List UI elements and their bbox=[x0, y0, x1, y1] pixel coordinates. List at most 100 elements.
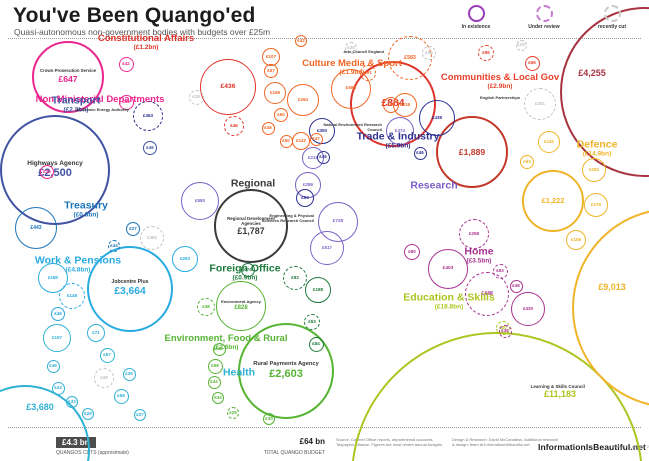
quango-value: £28 bbox=[84, 411, 92, 417]
quango-value: £218 bbox=[399, 102, 410, 108]
quango-bubble: £38 bbox=[94, 368, 114, 388]
quango-value: £46 bbox=[264, 125, 272, 131]
quango-value: £38 bbox=[501, 328, 509, 334]
quango-bubble: £46 bbox=[143, 141, 157, 155]
quango-value: £27 bbox=[136, 412, 144, 418]
department-title-defence: Defence (£14.9bn) bbox=[576, 138, 618, 158]
quango-value: £593 bbox=[194, 198, 206, 204]
quango-value: £438 bbox=[431, 115, 442, 121]
quango-name: English Partnerships bbox=[479, 95, 520, 100]
recently-cut-circle-icon bbox=[603, 5, 621, 22]
quango-bubble: £27 bbox=[134, 409, 146, 421]
department-title-foreign-office: Foreign Office (£0.9bn) bbox=[209, 262, 281, 282]
department-title-education-skills: Education & Skills (£18.8bn) bbox=[403, 291, 495, 311]
total-budget-value: £64 bn bbox=[299, 437, 325, 446]
quango-bubble: £53 bbox=[304, 314, 320, 330]
quango-value: £517 bbox=[321, 245, 332, 251]
department-title-trade-industry: Trade & Industry (£5.9bn) bbox=[356, 130, 440, 150]
quango-bubble: £28 bbox=[82, 408, 94, 420]
quango-value: £33 bbox=[68, 399, 76, 405]
quango-bubble: £278 bbox=[584, 193, 608, 217]
quango-bubble: £46 bbox=[46, 359, 60, 373]
quango-value: £84 bbox=[312, 341, 320, 347]
quango-value: £44 bbox=[110, 243, 118, 249]
quango-bubble: £281 bbox=[524, 88, 556, 120]
quango-name: UK Atomic Energy Authority bbox=[75, 107, 129, 112]
quango-value: £281 bbox=[534, 101, 545, 107]
quango-bubble: £38 bbox=[188, 89, 204, 105]
quango-name: Engineering & Physical Sciences Research… bbox=[261, 213, 314, 223]
quango-value: £2,603 bbox=[269, 367, 303, 380]
quango-bubble: £443 bbox=[15, 207, 57, 249]
quango-bubble: £44 bbox=[108, 240, 120, 252]
quango-bubble: £25 bbox=[227, 407, 239, 419]
quango-bubble: £29 bbox=[515, 39, 527, 51]
quango-bubble: £63 bbox=[520, 155, 534, 169]
quango-value: £107 bbox=[265, 54, 276, 60]
quango-bubble: £44 bbox=[207, 375, 221, 389]
quango-bubble: £93 bbox=[283, 266, 307, 290]
quango-bubble: £430 bbox=[511, 292, 545, 326]
quango-value: £80 bbox=[408, 249, 416, 255]
quango-bubble: £67 bbox=[99, 347, 115, 363]
quango-bubble: £363 bbox=[133, 101, 163, 131]
quango-value: £57 bbox=[267, 68, 275, 74]
quango-bubble: £383 bbox=[140, 226, 164, 250]
quango-bubble: £48 bbox=[197, 298, 215, 316]
quango-value: £94 bbox=[301, 195, 309, 201]
quango-bubble: £47 bbox=[309, 132, 323, 146]
quango-bubble: £294 bbox=[287, 84, 319, 116]
quango-name: Arts Council England bbox=[343, 49, 384, 54]
page-subtitle: Quasi-autonomous non-government bodies w… bbox=[14, 27, 271, 37]
quango-bubble: £27 bbox=[126, 222, 140, 236]
quango-value: £56 bbox=[425, 50, 433, 56]
quango-value: £294 bbox=[297, 97, 308, 103]
quango-value: £828 bbox=[234, 304, 248, 311]
quango-bubble: £140 bbox=[538, 131, 560, 153]
quango-name: Highways Agency bbox=[27, 159, 83, 167]
department-title-regional: Regional bbox=[230, 177, 276, 190]
legend-item-under-review: Under review bbox=[517, 5, 571, 30]
quango-value: £93 bbox=[291, 275, 299, 281]
in-existence-circle-icon bbox=[467, 5, 485, 22]
quango-value: £383 bbox=[146, 235, 157, 241]
quango-bubble bbox=[0, 385, 90, 461]
legend-label: Under review bbox=[528, 24, 560, 30]
quango-value: £169 bbox=[269, 90, 280, 96]
quango-value: £148 bbox=[66, 293, 77, 299]
quango-bubble: £263 bbox=[172, 246, 198, 272]
quango-bubble: £43 bbox=[51, 381, 65, 395]
quango-value: £3,664 bbox=[114, 285, 146, 297]
quango-bubble: £60 bbox=[274, 108, 288, 122]
quango-value: £282 bbox=[588, 167, 599, 173]
total-budget-label: TOTAL QUANGO BUDGET bbox=[263, 450, 325, 456]
quango-value: £647 bbox=[58, 74, 78, 85]
quango-name: Crown Prosecution Service bbox=[39, 68, 97, 74]
quango-bubble: £99 bbox=[383, 97, 399, 113]
quango-value: £30 bbox=[265, 416, 273, 422]
quango-bubble: £96 bbox=[478, 45, 494, 61]
quango-value: £46 bbox=[319, 154, 327, 160]
quango-bubble: £94 bbox=[296, 189, 314, 207]
quango-value: £38 bbox=[100, 375, 108, 381]
quango-bubble: £403 bbox=[428, 249, 468, 289]
quango-bubble: £33 bbox=[66, 396, 78, 408]
quango-bubble: £46 bbox=[261, 121, 275, 135]
legend: In existence Under review recently cut bbox=[449, 5, 639, 30]
department-title-transport: Transport (£2.3bn) bbox=[51, 94, 101, 114]
quango-value: £583 bbox=[404, 54, 416, 61]
quango-value: £71 bbox=[92, 330, 100, 336]
quango-bubble: £56 bbox=[422, 46, 436, 60]
quango-bubble: £282 bbox=[582, 158, 606, 182]
quango-bubble: £66 bbox=[524, 55, 540, 71]
quango-bubble: £58 bbox=[207, 358, 223, 374]
quango-value: £44 bbox=[210, 379, 218, 385]
quango-name: Jobcentre Plus bbox=[111, 278, 149, 285]
quango-bubble: £34 bbox=[212, 392, 224, 404]
quango-bubble: £188 bbox=[305, 277, 331, 303]
quango-name: Natural Environment Research Council bbox=[323, 122, 382, 132]
quango-value: £42 bbox=[297, 38, 305, 44]
quango-value: £258 bbox=[468, 231, 479, 237]
quango-value: £1,889 bbox=[458, 146, 486, 157]
bottom-divider bbox=[8, 427, 641, 428]
